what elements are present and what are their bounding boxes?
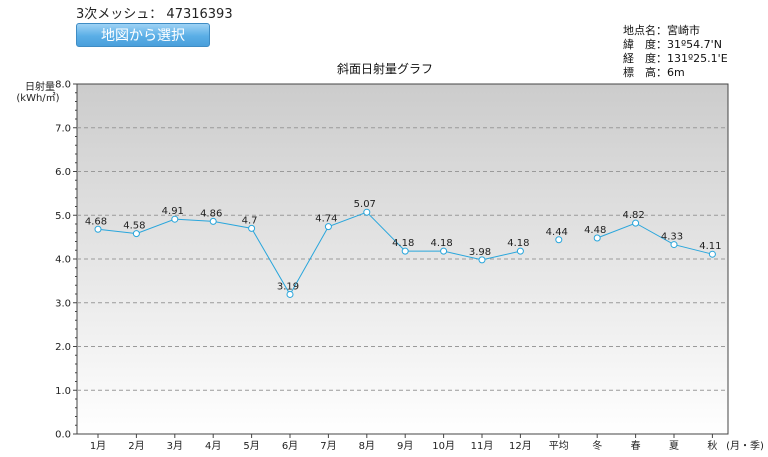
data-label: 3.19 bbox=[277, 281, 299, 292]
y-axis-label: 日射量 bbox=[25, 81, 55, 93]
mesh-code: 47316393 bbox=[166, 7, 233, 22]
latitude-value: 31º54.7'N bbox=[667, 38, 722, 51]
series-line bbox=[97, 211, 713, 296]
mesh-code-line: 3次メッシュ： 47316393 bbox=[76, 3, 233, 22]
x-tick-label: 6月 bbox=[282, 440, 298, 452]
data-point bbox=[209, 217, 217, 225]
x-axis-unit: (月・季) bbox=[726, 440, 764, 452]
data-label: 4.44 bbox=[546, 227, 568, 238]
x-tick-label: 10月 bbox=[432, 440, 455, 452]
select-from-map-button[interactable]: 地図から選択 bbox=[76, 23, 210, 47]
longitude-label: 経 度： bbox=[623, 52, 667, 65]
location-name-value: 宮崎市 bbox=[667, 24, 700, 37]
data-labels: 4.68 4.58 4.91 4.86 4.7 3.19 4.74 5.07 4.18 4.18 3… bbox=[85, 199, 722, 292]
data-point bbox=[440, 247, 448, 255]
data-label: 4.74 bbox=[315, 214, 337, 225]
altitude-row: 標 高：6m bbox=[623, 66, 728, 80]
data-label: 3.98 bbox=[469, 247, 491, 258]
y-tick-label: 5.0 bbox=[55, 211, 71, 222]
data-label: 4.33 bbox=[661, 232, 683, 243]
location-name-label: 地点名： bbox=[623, 24, 667, 37]
x-tick-label: 11月 bbox=[471, 440, 494, 452]
x-tick-label: 秋 bbox=[707, 439, 717, 452]
y-tick-label: 6.0 bbox=[55, 167, 71, 178]
data-label: 4.18 bbox=[392, 238, 414, 249]
x-tick-label: 3月 bbox=[167, 440, 183, 452]
y-tick-label: 2.0 bbox=[55, 342, 71, 353]
data-point bbox=[670, 241, 678, 249]
data-point bbox=[248, 224, 256, 232]
x-tick-label: 7月 bbox=[320, 440, 336, 452]
x-tick-label: 5月 bbox=[243, 440, 259, 452]
x-tick-label: 夏 bbox=[669, 440, 679, 452]
y-tick-label: 1.0 bbox=[55, 386, 71, 397]
data-point bbox=[632, 219, 640, 227]
data-label: 4.58 bbox=[123, 221, 145, 232]
x-tick-label: 12月 bbox=[509, 440, 532, 452]
location-info: 地点名：宮崎市 緯 度：31º54.7'N 経 度：131º25.1'E 標 高… bbox=[623, 24, 728, 80]
longitude-value: 131º25.1'E bbox=[667, 52, 728, 65]
latitude-label: 緯 度： bbox=[623, 38, 667, 51]
data-point bbox=[516, 247, 524, 255]
location-name-row: 地点名：宮崎市 bbox=[623, 24, 728, 38]
altitude-value: 6m bbox=[667, 66, 685, 79]
longitude-row: 経 度：131º25.1'E bbox=[623, 52, 728, 66]
data-point bbox=[171, 215, 179, 223]
latitude-row: 緯 度：31º54.7'N bbox=[623, 38, 728, 52]
y-tick-label: 7.0 bbox=[55, 123, 71, 134]
series-line-segment bbox=[97, 211, 521, 296]
data-label: 4.11 bbox=[699, 241, 721, 252]
data-point bbox=[324, 223, 332, 231]
x-tick-label: 2月 bbox=[128, 440, 144, 452]
data-label: 5.07 bbox=[354, 199, 376, 210]
data-points bbox=[94, 208, 716, 298]
x-tick-label: 4月 bbox=[205, 440, 221, 452]
x-axis-ticks: 1月 2月 3月 4月 5月 6月 7月 8月 9月 10月 11月 12月 平均 冬 春 夏 秋 bbox=[90, 434, 717, 452]
data-label: 4.48 bbox=[584, 225, 606, 236]
x-tick-label: 9月 bbox=[397, 440, 413, 452]
x-tick-label: 冬 bbox=[592, 439, 602, 452]
y-axis-ticks: 0.0 1.0 2.0 3.0 4.0 5.0 6.0 7.0 8.0 bbox=[55, 80, 77, 441]
x-tick-label: 1月 bbox=[90, 440, 106, 452]
data-point bbox=[555, 236, 563, 244]
mesh-label: 3次メッシュ： bbox=[76, 7, 163, 22]
x-tick-label: 8月 bbox=[359, 440, 375, 452]
data-point bbox=[593, 234, 601, 242]
data-point bbox=[363, 208, 371, 216]
grid-lines bbox=[77, 127, 728, 391]
data-label: 4.91 bbox=[162, 206, 184, 217]
data-point bbox=[286, 290, 294, 298]
data-point bbox=[401, 247, 409, 255]
data-point bbox=[94, 225, 102, 233]
data-point bbox=[132, 230, 140, 238]
y-tick-label: 0.0 bbox=[55, 430, 71, 441]
y-tick-label: 4.0 bbox=[55, 255, 71, 266]
series-line-segment bbox=[597, 222, 713, 255]
data-label: 4.18 bbox=[507, 238, 529, 249]
data-point bbox=[478, 256, 486, 264]
data-label: 4.7 bbox=[242, 215, 258, 226]
x-tick-label: 春 bbox=[631, 440, 641, 452]
data-label: 4.68 bbox=[85, 216, 107, 227]
y-tick-label: 8.0 bbox=[55, 80, 71, 91]
x-tick-label: 平均 bbox=[549, 440, 569, 452]
chart-title: 斜面日射量グラフ bbox=[337, 61, 433, 76]
y-axis-unit: (kWh/㎡) bbox=[16, 92, 59, 104]
data-point bbox=[708, 250, 716, 258]
data-label: 4.86 bbox=[200, 208, 222, 219]
y-tick-label: 3.0 bbox=[55, 298, 71, 309]
altitude-label: 標 高： bbox=[623, 66, 667, 79]
data-label: 4.18 bbox=[430, 238, 452, 249]
data-label: 4.82 bbox=[622, 210, 644, 221]
